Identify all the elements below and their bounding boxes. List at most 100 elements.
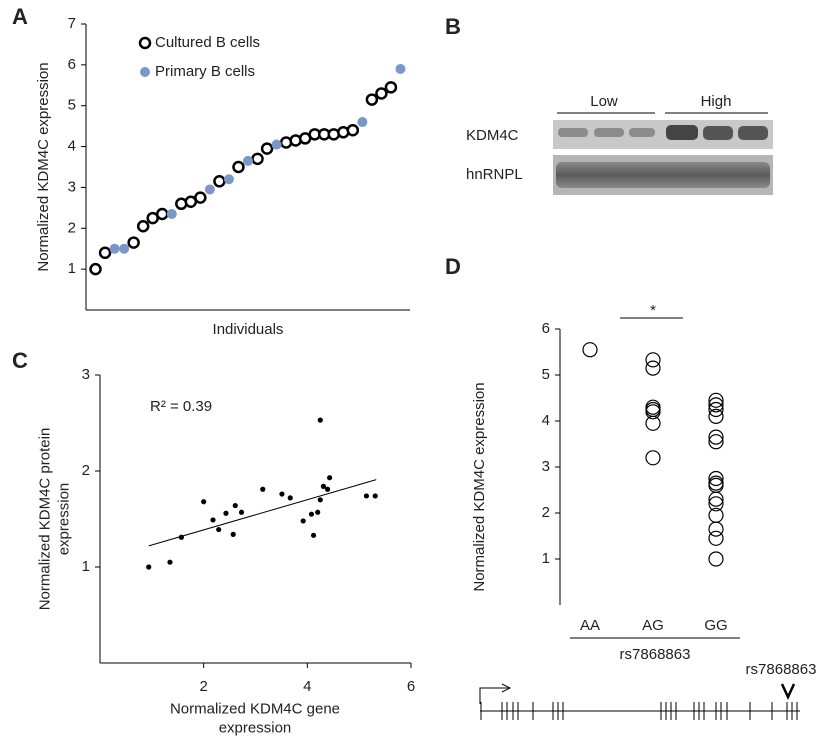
data-point [308, 511, 315, 517]
snp-label: rs7868863 [746, 661, 817, 678]
trendline [148, 479, 377, 547]
data-point [213, 175, 226, 188]
y-tick-label: 7 [68, 15, 76, 32]
data-point [136, 219, 150, 233]
data-point [223, 174, 234, 185]
significance: * [650, 302, 656, 319]
y-tick-label: 3 [68, 178, 76, 195]
data-point [708, 491, 724, 507]
y-tick-label: 2 [542, 504, 550, 521]
data-point [201, 499, 207, 505]
data-point [310, 532, 317, 538]
axis-label: rs7868863 [620, 646, 691, 663]
gene-diagram [479, 683, 800, 720]
y-tick-label: 3 [542, 458, 550, 475]
data-point [243, 155, 253, 166]
data-point [708, 521, 724, 537]
legend-marker [138, 36, 152, 50]
data-point [645, 404, 661, 420]
data-point [260, 142, 274, 155]
data-point [210, 517, 216, 523]
data-point [395, 63, 406, 74]
panel-letter: D [445, 254, 461, 279]
data-point [238, 509, 245, 515]
x-tick-label: 4 [303, 678, 311, 695]
data-point [645, 352, 661, 368]
panel-letter: A [12, 4, 28, 29]
data-point [194, 191, 207, 204]
data-point [167, 559, 173, 565]
y-tick-label: 4 [68, 138, 76, 155]
y-tick-label: 3 [82, 366, 90, 383]
data-point [708, 408, 724, 424]
legend-label: Cultured B cells [155, 34, 260, 51]
data-point [363, 493, 370, 499]
data-point [372, 493, 378, 499]
y-tick-label: 2 [82, 462, 90, 479]
data-point [232, 160, 245, 174]
data-point [315, 509, 321, 515]
x-tick-label: GG [704, 617, 727, 634]
data-point [708, 434, 724, 450]
data-point [127, 236, 140, 249]
data-point [271, 139, 282, 150]
data-point [320, 483, 327, 489]
group-label: High [701, 93, 732, 110]
axis-label-line: Normalized KDM4C gene [170, 700, 340, 717]
data-point [384, 81, 398, 94]
axis-label: Normalized KDM4C protein expression [36, 428, 72, 611]
data-point [223, 510, 229, 516]
y-tick-label: 6 [542, 320, 550, 337]
data-point [365, 93, 379, 106]
legend-label: Primary B cells [155, 63, 255, 80]
data-point [645, 450, 661, 466]
data-point [232, 502, 238, 509]
data-point [645, 415, 661, 431]
group-label: Low [590, 93, 618, 110]
data-point [216, 526, 222, 533]
x-tick-label: 6 [407, 678, 415, 695]
x-tick-label: AG [642, 617, 664, 634]
y-tick-label: 5 [68, 97, 76, 114]
data-point [708, 470, 724, 487]
y-tick-label: 2 [68, 219, 76, 236]
data-point [89, 262, 102, 276]
data-point [204, 184, 215, 195]
data-point [582, 342, 598, 358]
y-tick-label: 4 [542, 412, 550, 429]
axis-label: Normalized KDM4C expression [471, 382, 488, 591]
data-point [119, 243, 130, 254]
axis-label-line: Normalized KDM4C protein [36, 428, 53, 611]
row-label: KDM4C [466, 127, 519, 144]
y-tick-label: 6 [68, 56, 76, 73]
blot-image [553, 120, 773, 195]
y-tick-label: 5 [542, 366, 550, 383]
data-point [317, 497, 323, 503]
data-point [708, 397, 724, 413]
data-point [251, 152, 264, 166]
panel-letter: B [445, 14, 461, 39]
data-point [708, 401, 724, 418]
data-point [708, 530, 724, 546]
y-tick-label: 1 [68, 260, 76, 277]
data-point [708, 496, 724, 512]
annotation: R² = 0.39 [150, 398, 212, 415]
data-point [346, 123, 360, 137]
data-point [708, 392, 724, 408]
axis-label-line: expression [55, 483, 72, 556]
axis-label: Normalized KDM4C expression [35, 62, 52, 271]
x-tick-label: 2 [199, 678, 207, 695]
row-label: hnRNPL [466, 166, 523, 183]
legend-marker [140, 67, 150, 77]
data-point [155, 207, 169, 221]
data-point [109, 243, 120, 254]
data-point [708, 429, 724, 445]
data-point [166, 208, 177, 219]
x-tick-label: AA [580, 617, 600, 634]
y-tick-label: 1 [542, 550, 550, 567]
panel-letter: C [12, 348, 28, 373]
axis-label: Individuals [213, 321, 284, 338]
data-point [98, 246, 112, 260]
data-point [230, 531, 236, 537]
